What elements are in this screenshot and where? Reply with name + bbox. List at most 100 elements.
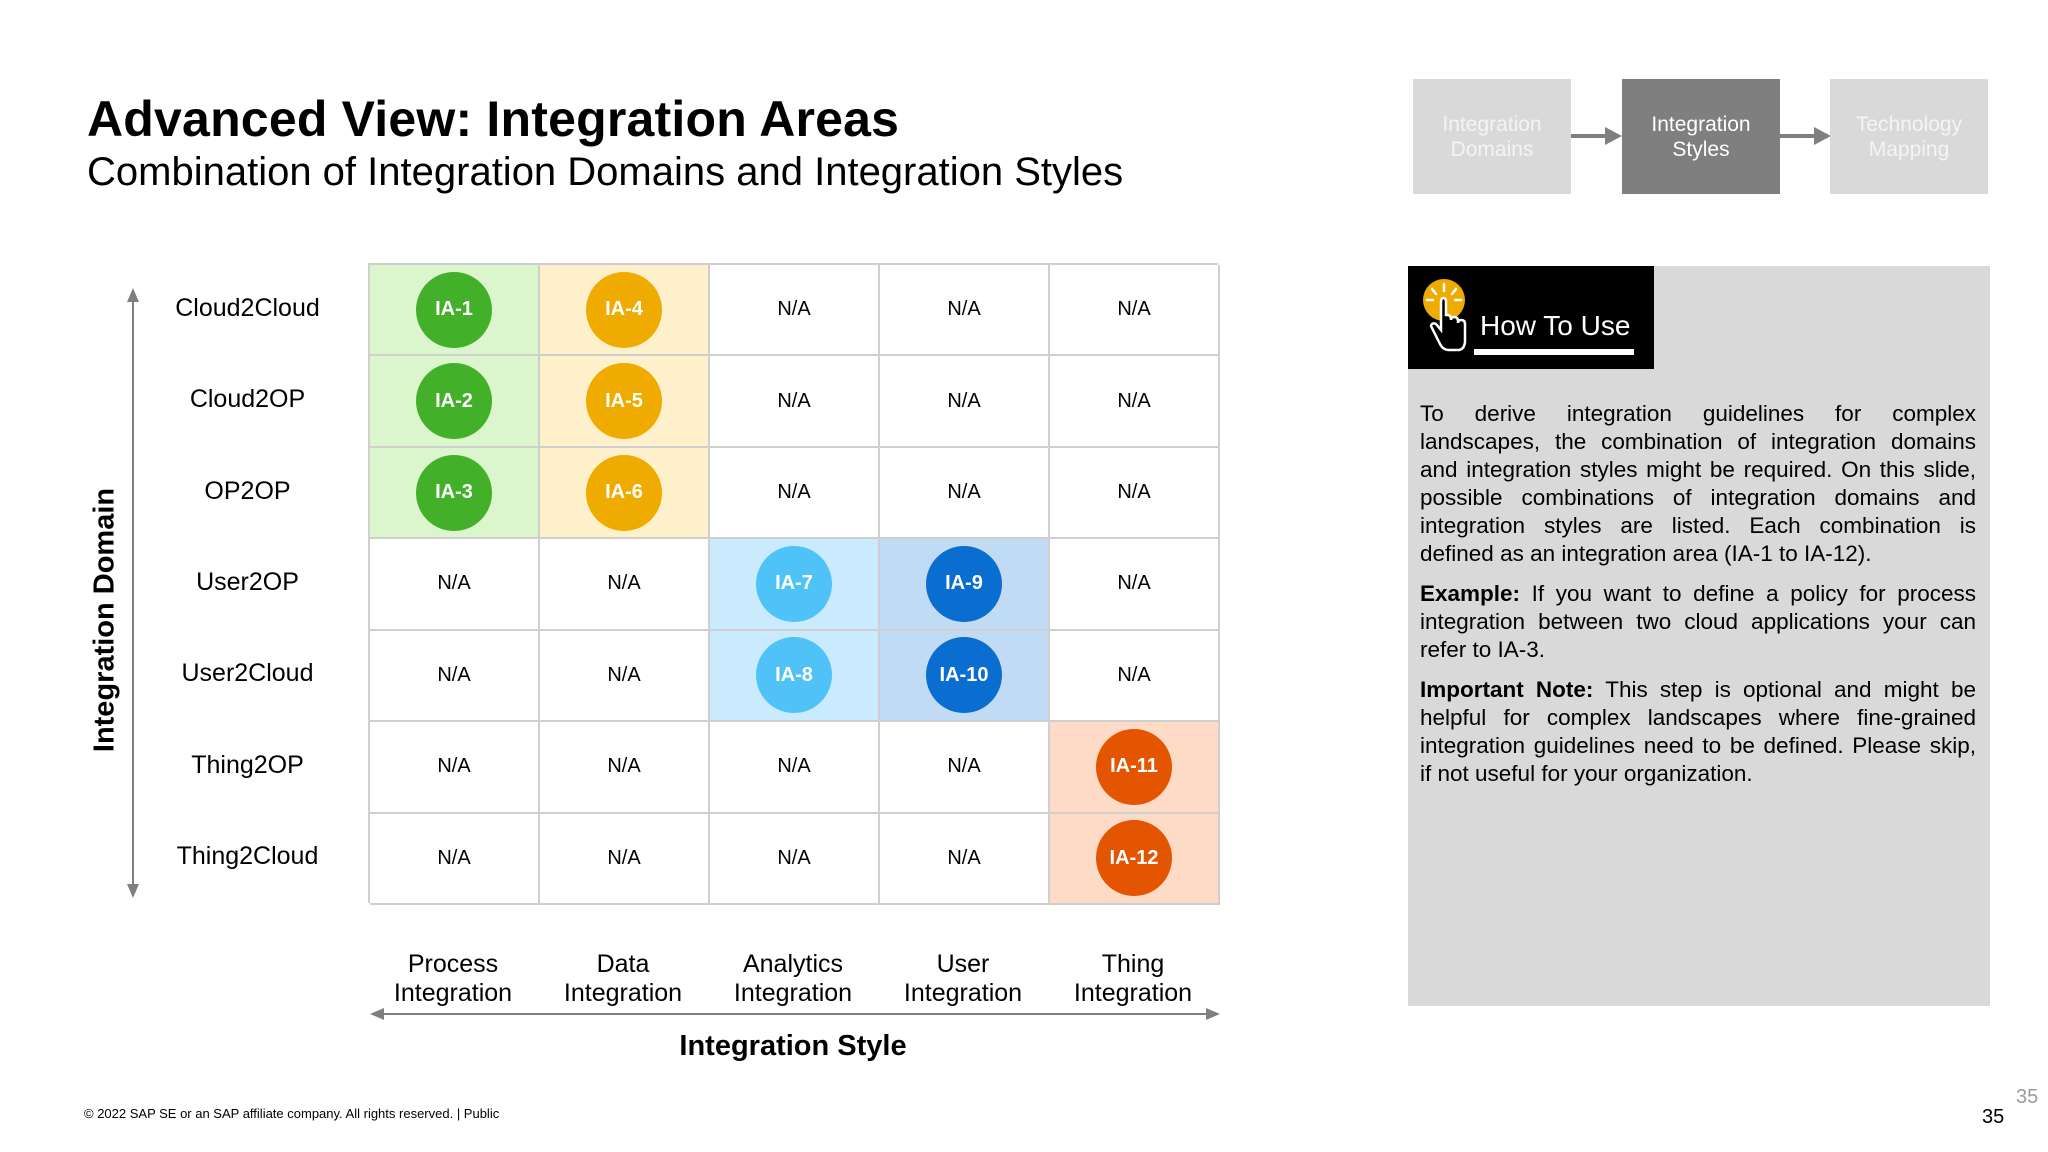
- na-text: N/A: [437, 572, 471, 595]
- page-title: Advanced View: Integration Areas: [87, 91, 900, 147]
- y-axis-double-arrow-icon: [127, 288, 139, 898]
- matrix-cell-na: N/A: [880, 356, 1050, 448]
- integration-area-badge: IA-2: [416, 363, 492, 440]
- na-text: N/A: [607, 663, 641, 686]
- integration-area-badge: IA-7: [756, 545, 832, 622]
- flow-step-integration-styles: Integration Styles: [1622, 79, 1780, 194]
- integration-area-badge: IA-8: [756, 637, 832, 714]
- page-number: 35: [1982, 1106, 2005, 1128]
- matrix-cell-na: N/A: [710, 265, 880, 357]
- na-text: N/A: [1117, 298, 1151, 321]
- how-to-use-body: To derive integration guidelines for com…: [1420, 400, 1976, 800]
- column-label: Thing Integration: [1073, 950, 1193, 1007]
- y-axis-title: Integration Domain: [88, 487, 121, 753]
- na-text: N/A: [1117, 389, 1151, 412]
- na-text: N/A: [607, 846, 641, 869]
- row-label: Cloud2Cloud: [175, 293, 320, 322]
- na-text: N/A: [437, 846, 471, 869]
- matrix-cell-na: N/A: [880, 722, 1050, 814]
- matrix-cell-na: N/A: [1050, 447, 1220, 540]
- matrix-cell-area: IA-4: [540, 265, 710, 357]
- note-text: This step is optional and might be helpf…: [1420, 677, 1976, 786]
- row-label: User2OP: [196, 568, 299, 596]
- matrix-cell-area: IA-8: [710, 630, 880, 723]
- heading-underline: [1474, 349, 1634, 355]
- integration-area-badge: IA-6: [586, 454, 662, 531]
- x-axis-title: Integration Style: [679, 1030, 907, 1062]
- matrix-cell-na: N/A: [1050, 265, 1220, 357]
- integration-area-matrix: IA-1 IA-4 N/A N/A N/A IA-2 IA-5 N/A N/A N/A IA-3 IA…: [368, 263, 1220, 905]
- page-number-faded: 35: [2016, 1086, 2039, 1108]
- matrix-cell-area: IA-5: [540, 356, 710, 448]
- na-text: N/A: [777, 846, 811, 869]
- flow-step-technology-mapping: Technology Mapping: [1830, 79, 1988, 194]
- row-label: Thing2OP: [191, 750, 304, 779]
- na-text: N/A: [607, 572, 641, 595]
- how-to-use-panel: [1408, 266, 1990, 1006]
- matrix-cell-na: N/A: [1050, 539, 1220, 631]
- integration-area-badge: IA-4: [586, 271, 662, 348]
- flow-arrow-icon: [1780, 127, 1831, 145]
- example-paragraph: Example: If you want to define a policy …: [1420, 580, 1976, 664]
- matrix-cell-na: N/A: [540, 813, 710, 905]
- matrix-cell-na: N/A: [370, 813, 540, 905]
- na-text: N/A: [1117, 663, 1151, 686]
- matrix-cell-na: N/A: [880, 265, 1050, 357]
- matrix-cell-na: N/A: [1050, 356, 1220, 448]
- flow-arrow-icon: [1571, 127, 1622, 145]
- matrix-cell-na: N/A: [710, 356, 880, 448]
- matrix-cell-na: N/A: [540, 630, 710, 723]
- matrix-cell-na: N/A: [880, 813, 1050, 905]
- matrix-cell-area: IA-2: [370, 356, 540, 448]
- matrix-cell-area: IA-12: [1050, 813, 1220, 905]
- integration-area-badge: IA-1: [416, 271, 492, 348]
- na-text: N/A: [777, 755, 811, 778]
- matrix-cell-na: N/A: [710, 813, 880, 905]
- intro-paragraph: To derive integration guidelines for com…: [1420, 401, 1976, 566]
- integration-area-badge: IA-3: [416, 454, 492, 531]
- matrix-cell-na: N/A: [370, 539, 540, 631]
- row-label: User2Cloud: [181, 659, 314, 688]
- example-text: If you want to define a policy for proce…: [1420, 581, 1976, 662]
- na-text: N/A: [437, 663, 471, 686]
- na-text: N/A: [607, 755, 641, 778]
- na-text: N/A: [777, 298, 811, 321]
- matrix-cell-area: IA-9: [880, 539, 1050, 631]
- note-label: Important Note:: [1420, 677, 1594, 702]
- matrix-cell-na: N/A: [540, 722, 710, 814]
- column-label: User Integration: [903, 950, 1023, 1007]
- matrix-cell-area: IA-11: [1050, 722, 1220, 814]
- row-label: Thing2Cloud: [176, 842, 319, 871]
- na-text: N/A: [947, 481, 981, 504]
- column-label: Process Integration: [393, 950, 513, 1007]
- na-text: N/A: [777, 481, 811, 504]
- na-text: N/A: [947, 298, 981, 321]
- matrix-cell-area: IA-10: [880, 630, 1050, 723]
- na-text: N/A: [437, 755, 471, 778]
- integration-area-badge: IA-5: [586, 363, 662, 440]
- copyright-footer: © 2022 SAP SE or an SAP affiliate compan…: [84, 1106, 500, 1121]
- matrix-cell-area: IA-6: [540, 447, 710, 540]
- na-text: N/A: [1117, 481, 1151, 504]
- flow-step-integration-domains: Integration Domains: [1413, 79, 1571, 194]
- column-label: Data Integration: [563, 950, 683, 1007]
- matrix-cell-na: N/A: [880, 447, 1050, 540]
- integration-area-badge: IA-11: [1096, 728, 1172, 805]
- example-label: Example:: [1420, 581, 1521, 606]
- matrix-cell-area: IA-1: [370, 265, 540, 357]
- page-subtitle: Combination of Integration Domains and I…: [87, 150, 1124, 194]
- integration-area-badge: IA-9: [926, 545, 1002, 622]
- matrix-cell-na: N/A: [370, 722, 540, 814]
- row-label: Cloud2OP: [189, 385, 306, 414]
- matrix-cell-area: IA-7: [710, 539, 880, 631]
- integration-area-badge: IA-10: [926, 637, 1002, 714]
- matrix-cell-na: N/A: [370, 630, 540, 723]
- matrix-cell-na: N/A: [710, 447, 880, 540]
- na-text: N/A: [777, 389, 811, 412]
- how-to-use-heading: How To Use: [1480, 310, 1631, 341]
- matrix-cell-na: N/A: [540, 539, 710, 631]
- matrix-cell-na: N/A: [1050, 630, 1220, 723]
- x-axis-double-arrow-icon: [370, 1008, 1220, 1020]
- na-text: N/A: [947, 846, 981, 869]
- integration-area-badge: IA-12: [1096, 820, 1172, 897]
